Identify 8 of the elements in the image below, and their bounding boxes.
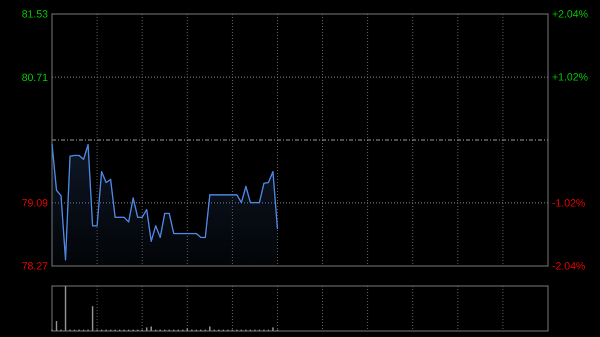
y-tick-label: 81.53 <box>22 8 48 21</box>
y-tick-label: 79.09 <box>22 197 48 210</box>
y2-tick-label: -1.02% <box>552 198 586 210</box>
y2-tick-label: +2.04% <box>552 8 588 21</box>
y2-tick-label: -2.04% <box>552 260 586 273</box>
y-tick-label: 78.27 <box>22 260 48 273</box>
y-tick-label: 80.71 <box>22 72 48 84</box>
y2-tick-label: +1.02% <box>552 72 588 84</box>
